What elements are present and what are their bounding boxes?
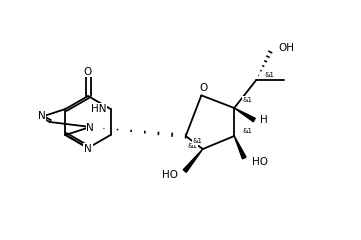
Text: O: O	[199, 83, 208, 93]
Text: HO: HO	[162, 170, 178, 180]
Text: &1: &1	[193, 138, 203, 144]
Text: N: N	[84, 144, 92, 154]
Text: H: H	[260, 115, 268, 125]
Text: &1: &1	[242, 128, 252, 134]
Text: &1: &1	[188, 143, 198, 149]
Text: HN: HN	[91, 104, 106, 114]
Polygon shape	[183, 149, 203, 172]
Polygon shape	[234, 108, 255, 122]
Text: HO: HO	[252, 157, 268, 167]
Text: O: O	[84, 66, 92, 77]
Text: OH: OH	[278, 43, 294, 53]
Text: &1: &1	[242, 97, 252, 103]
Text: N: N	[86, 123, 94, 133]
Text: N: N	[38, 111, 45, 121]
Text: &1: &1	[264, 72, 274, 78]
Polygon shape	[234, 136, 246, 159]
